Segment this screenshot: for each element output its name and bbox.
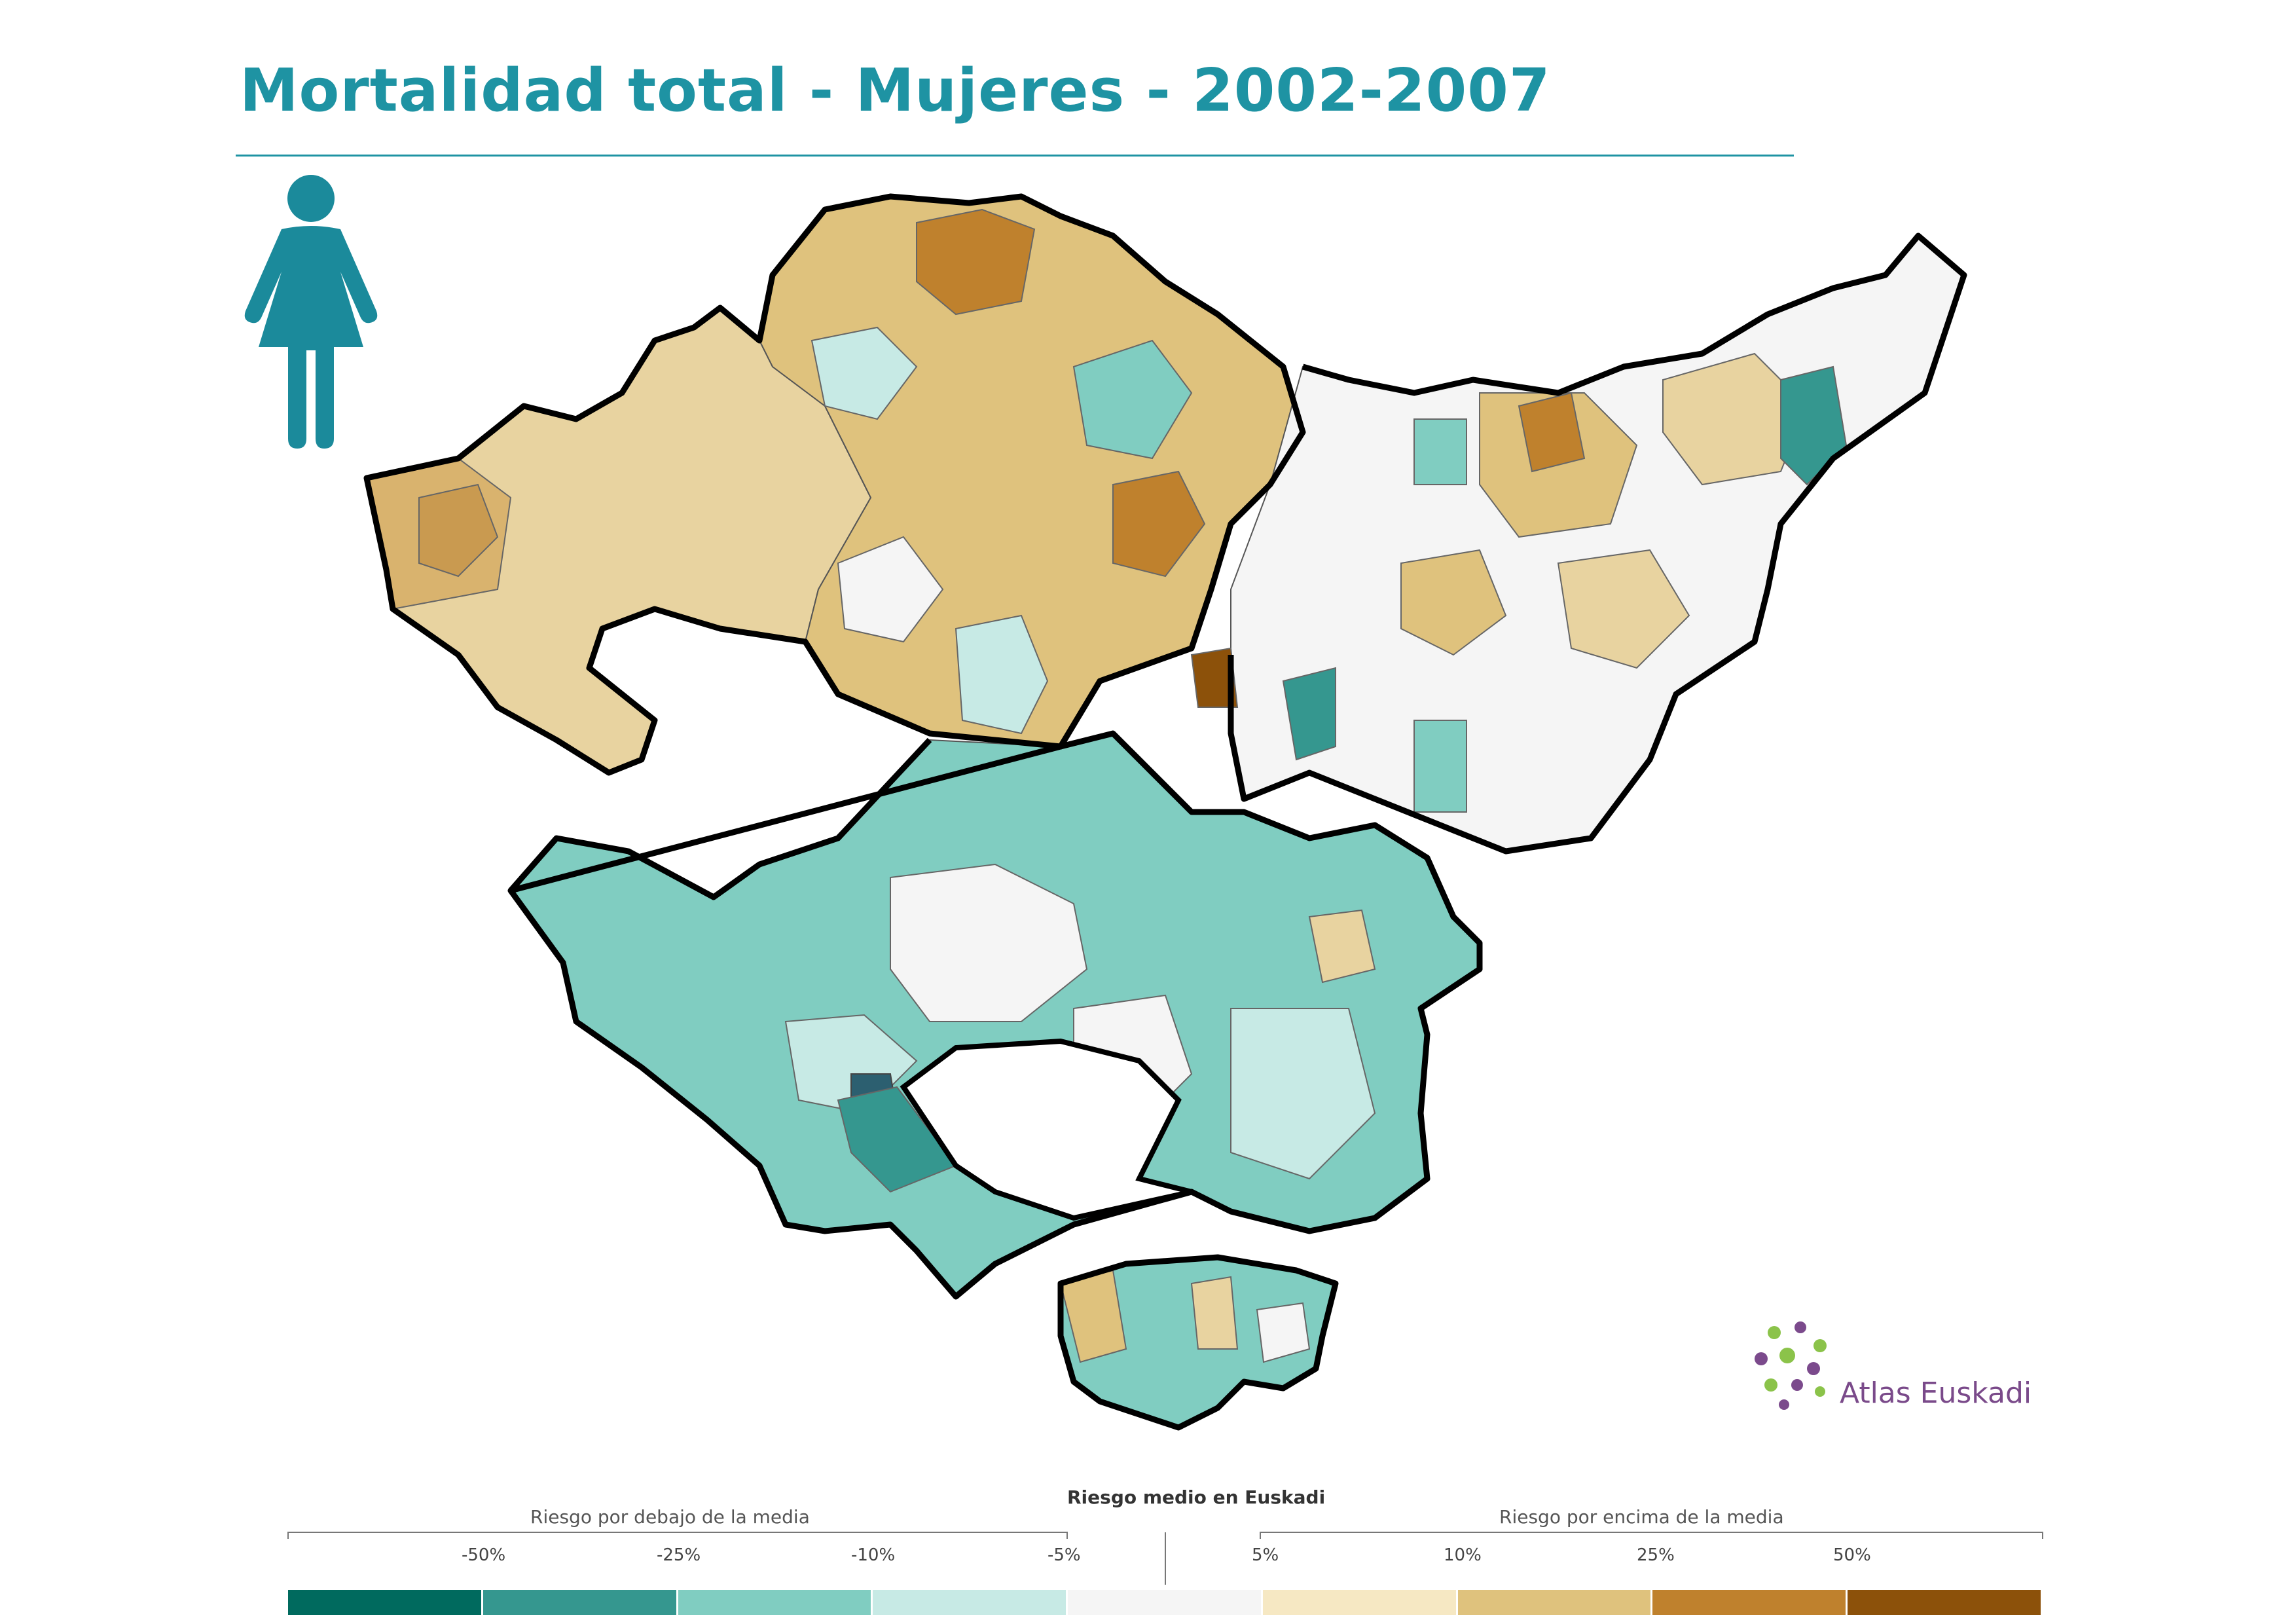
province-border-rioja — [1057, 1254, 1339, 1431]
legend-tick-label: 10% — [1444, 1545, 1482, 1565]
legend-tick-label: -10% — [851, 1545, 896, 1565]
legend-color-swatch — [1068, 1590, 1261, 1615]
legend-tick-label: -5% — [1048, 1545, 1081, 1565]
atlas-euskadi-logo-text: Atlas Euskadi — [1840, 1376, 2032, 1410]
legend-color-swatch — [1652, 1590, 1846, 1615]
legend-tick-label: -50% — [462, 1545, 506, 1565]
legend-color-swatch — [873, 1590, 1066, 1615]
province-border-gipuzkoa — [1228, 232, 1967, 855]
legend-tick-label: -25% — [657, 1545, 701, 1565]
legend-color-swatch — [1457, 1590, 1651, 1615]
atlas-euskadi-globe-logo — [1745, 1316, 1836, 1410]
legend-center-label: Riesgo medio en Euskadi — [1067, 1486, 1326, 1508]
legend-below-label: Riesgo por debajo de la media — [530, 1506, 810, 1528]
legend-color-swatch — [1848, 1590, 2041, 1615]
legend-tick-label: 5% — [1252, 1545, 1279, 1565]
legend-tick-label: 25% — [1637, 1545, 1675, 1565]
title-divider — [236, 155, 1794, 157]
province-border-araba — [507, 730, 1483, 1300]
legend-tick-label: 50% — [1833, 1545, 1871, 1565]
province-border-bizkaia — [363, 193, 1306, 776]
woman-figure-icon — [244, 175, 378, 449]
legend-color-swatch — [288, 1590, 481, 1615]
legend-color-swatch — [483, 1590, 676, 1615]
legend-color-swatch — [678, 1590, 871, 1615]
legend-color-swatch — [1262, 1590, 1456, 1615]
trevino-enclave — [900, 1038, 1192, 1221]
map-title: Mortalidad total - Mujeres - 2002-2007 — [240, 56, 1551, 125]
legend-above-label: Riesgo por encima de la media — [1499, 1506, 1784, 1528]
